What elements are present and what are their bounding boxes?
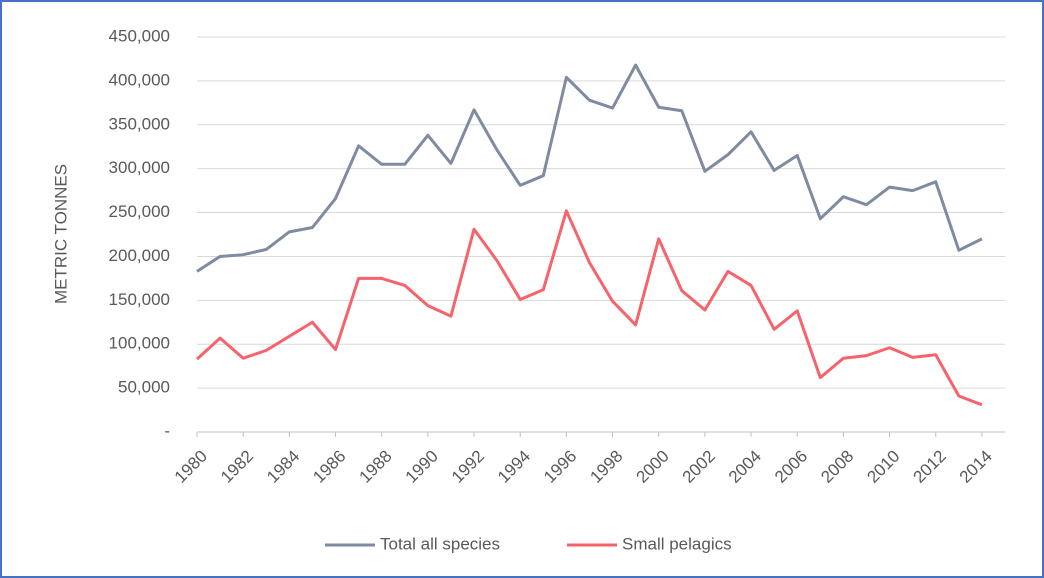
- y-axis-label: METRIC TONNES: [51, 164, 70, 304]
- y-tick-label: 200,000: [109, 246, 170, 265]
- y-tick-label: -: [164, 421, 170, 440]
- y-tick-label: 300,000: [109, 158, 170, 177]
- legend-label: Small pelagics: [622, 534, 732, 553]
- y-tick-label: 400,000: [109, 70, 170, 89]
- y-tick-label: 350,000: [109, 114, 170, 133]
- y-tick-label: 150,000: [109, 290, 170, 309]
- legend-label: Total all species: [380, 534, 500, 553]
- line-series: [196, 63, 983, 273]
- y-tick-label: 50,000: [118, 378, 170, 397]
- y-tick-label: 450,000: [109, 26, 170, 45]
- y-tick-label: 250,000: [109, 202, 170, 221]
- line-series: [195, 209, 983, 407]
- y-tick-label: 100,000: [109, 334, 170, 353]
